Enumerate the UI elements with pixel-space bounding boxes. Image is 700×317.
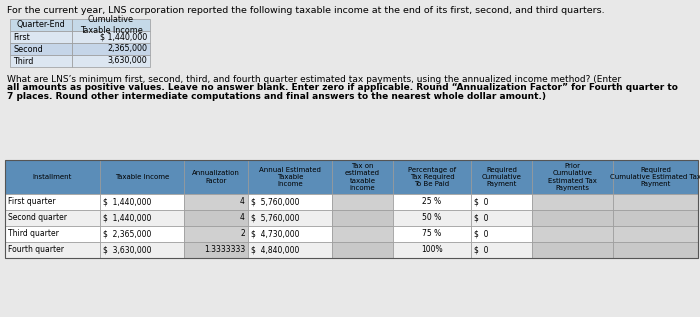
Bar [332,194,393,210]
Text: 1.3333333: 1.3333333 [204,245,245,255]
Bar [184,194,248,210]
Bar [248,160,332,194]
Bar [184,226,248,242]
Bar [532,242,613,258]
Bar [613,210,698,226]
Text: What are LNS’s minimum first, second, third, and fourth quarter estimated tax pa: What are LNS’s minimum first, second, th… [7,75,621,84]
Bar [5,194,100,210]
Bar [100,242,184,258]
Text: Second: Second [13,44,43,54]
Text: 7 places. Round other intermediate computations and final answers to the nearest: 7 places. Round other intermediate compu… [7,92,546,101]
Bar [10,19,72,31]
Bar [184,242,248,258]
Bar [72,31,150,43]
Text: Cumulative
Taxable Income: Cumulative Taxable Income [80,15,142,35]
Bar [248,210,332,226]
Bar [100,194,184,210]
Text: 3,630,000: 3,630,000 [107,56,147,66]
Text: Second quarter: Second quarter [8,214,67,223]
Bar [532,210,613,226]
Bar [393,210,471,226]
Bar [5,160,698,258]
Bar [332,226,393,242]
Text: Required
Cumulative
Payment: Required Cumulative Payment [482,167,522,187]
Bar [613,242,698,258]
Bar [10,55,72,67]
Text: $  1,440,000: $ 1,440,000 [103,214,151,223]
Text: First quarter: First quarter [8,197,55,206]
Bar [72,43,150,55]
Bar [5,226,100,242]
Text: $  0: $ 0 [474,230,489,238]
Bar [5,160,100,194]
Bar [248,226,332,242]
Bar [5,210,100,226]
Bar [532,194,613,210]
Bar [613,194,698,210]
Bar [613,226,698,242]
Text: 50 %: 50 % [422,214,442,223]
Text: Taxable Income: Taxable Income [115,174,169,180]
Text: First: First [13,33,29,42]
Text: Third quarter: Third quarter [8,230,59,238]
Bar [332,242,393,258]
Bar [332,210,393,226]
Text: Tax on
estimated
taxable
income: Tax on estimated taxable income [345,163,380,191]
Text: all amounts as positive values. Leave no answer blank. Enter zero if applicable.: all amounts as positive values. Leave no… [7,83,678,93]
Bar [393,242,471,258]
Bar [393,226,471,242]
Bar [184,160,248,194]
Bar [72,55,150,67]
Text: $ 1,440,000: $ 1,440,000 [99,33,147,42]
Text: 75 %: 75 % [422,230,442,238]
Bar [248,242,332,258]
Text: Percentage of
Tax Required
To Be Paid: Percentage of Tax Required To Be Paid [408,167,456,187]
Text: $  5,760,000: $ 5,760,000 [251,197,300,206]
Text: 2,365,000: 2,365,000 [107,44,147,54]
Bar [471,194,532,210]
Bar [100,160,184,194]
Text: 100%: 100% [421,245,443,255]
Text: $  4,730,000: $ 4,730,000 [251,230,300,238]
Bar [471,210,532,226]
Bar [471,160,532,194]
Text: Fourth quarter: Fourth quarter [8,245,64,255]
Bar [72,19,150,31]
Bar [10,31,72,43]
Bar [532,226,613,242]
Text: Third: Third [13,56,34,66]
Text: For the current year, LNS corporation reported the following taxable income at t: For the current year, LNS corporation re… [7,6,605,15]
Text: Installment: Installment [33,174,72,180]
Text: 25 %: 25 % [422,197,442,206]
Bar [184,210,248,226]
Text: $  3,630,000: $ 3,630,000 [103,245,151,255]
Text: 4: 4 [240,197,245,206]
Bar [471,226,532,242]
Text: $  1,440,000: $ 1,440,000 [103,197,151,206]
Bar [100,210,184,226]
Text: $  0: $ 0 [474,245,489,255]
Bar [613,160,698,194]
Text: $  0: $ 0 [474,197,489,206]
Text: Quarter-End: Quarter-End [17,21,65,29]
Bar [471,242,532,258]
Text: Required
Cumulative Estimated Tax
Payment: Required Cumulative Estimated Tax Paymen… [610,167,700,187]
Bar [393,160,471,194]
Bar [532,160,613,194]
Text: $  5,760,000: $ 5,760,000 [251,214,300,223]
Bar [100,226,184,242]
Bar [332,160,393,194]
Bar [10,43,72,55]
Text: $  2,365,000: $ 2,365,000 [103,230,151,238]
Text: 2: 2 [240,230,245,238]
Bar [393,194,471,210]
Text: Annual Estimated
Taxable
Income: Annual Estimated Taxable Income [259,167,321,187]
Text: $  4,840,000: $ 4,840,000 [251,245,300,255]
Bar [248,194,332,210]
Text: $  0: $ 0 [474,214,489,223]
Text: 4: 4 [240,214,245,223]
Text: Annualization
Factor: Annualization Factor [192,170,240,184]
Text: Prior
Cumulative
Estimated Tax
Payments: Prior Cumulative Estimated Tax Payments [548,163,597,191]
Bar [5,242,100,258]
